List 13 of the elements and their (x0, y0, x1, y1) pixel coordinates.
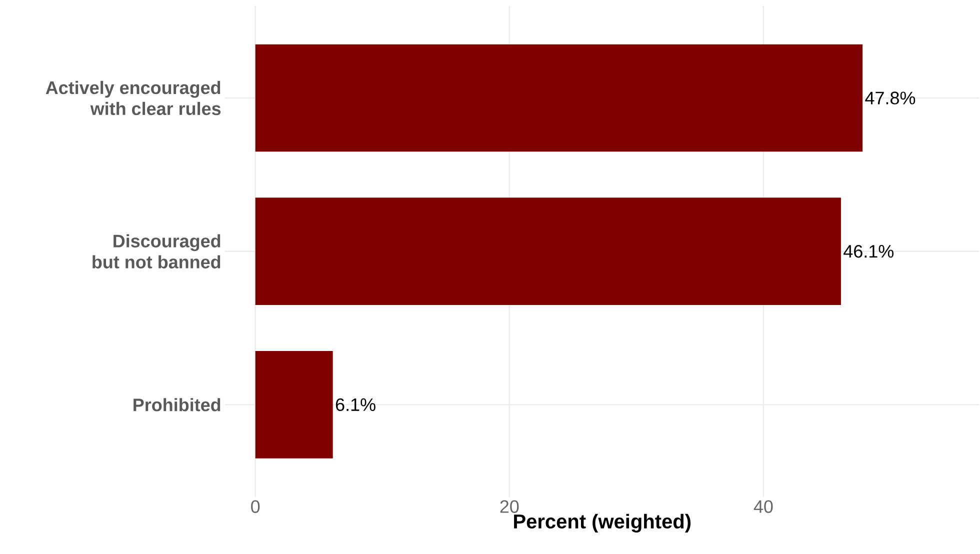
y-tick-label: Prohibited (134, 398, 220, 412)
bar (255, 198, 841, 306)
y-tick-label: Actively encouraged with clear rules (46, 81, 221, 116)
x-tick-label: 20 (500, 500, 519, 514)
data-label: 47.8% (865, 92, 916, 105)
x-tick-label: 0 (251, 500, 260, 514)
data-label: 46.1% (844, 245, 894, 258)
x-tick-label: 40 (754, 500, 773, 514)
bar (255, 351, 333, 459)
data-label: 6.1% (336, 398, 376, 412)
x-axis-title: Percent (weighted) (514, 514, 691, 533)
y-tick-label: Discouraged but not banned (92, 234, 220, 269)
bar (255, 44, 863, 152)
